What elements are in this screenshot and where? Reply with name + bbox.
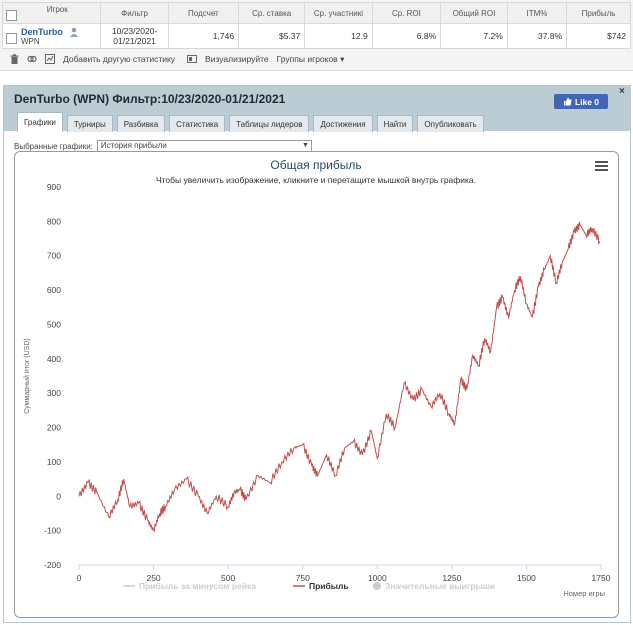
player-name-link[interactable]: DenTurbo xyxy=(21,26,63,37)
stats-section: Игрок Фильтр Подсчет Ср. ставка Ср. учас… xyxy=(0,0,633,71)
y-tick-label: 300 xyxy=(47,388,61,398)
header-itm[interactable]: ITM% xyxy=(506,2,568,24)
user-icon[interactable] xyxy=(69,27,79,37)
y-axis-label: Суммарный итог (USD) xyxy=(23,338,31,414)
count-cell: 1,746 xyxy=(167,23,240,49)
thumbs-up-icon xyxy=(563,97,572,106)
x-axis-label: Номер игры xyxy=(563,589,605,598)
profit-chart[interactable]: Общая прибыль Чтобы увеличить изображение… xyxy=(15,152,618,617)
y-tick-label: 700 xyxy=(47,251,61,261)
y-tick-label: 500 xyxy=(47,319,61,329)
stats-toolbar: Добавить другую статистику Визуализируйт… xyxy=(10,52,344,66)
x-tick-label: 1250 xyxy=(442,573,461,583)
tab-charts[interactable]: Графики xyxy=(17,112,63,132)
chart-title: Общая прибыль xyxy=(270,158,361,172)
menu-icon-bar xyxy=(595,169,608,171)
menu-icon-bar xyxy=(595,161,608,163)
legend-item-net-profit: Прибыль за минусом рейка xyxy=(139,581,256,591)
header-player[interactable]: Игрок xyxy=(1,2,102,24)
facebook-like-button[interactable]: Like 0 xyxy=(554,94,608,109)
legend-item-profit: Прибыль xyxy=(309,581,349,591)
player-network: WPN xyxy=(21,36,40,46)
tab-tournaments[interactable]: Турниры xyxy=(66,115,113,132)
x-tick-label: 500 xyxy=(221,573,235,583)
tab-statistics[interactable]: Статистика xyxy=(169,115,226,132)
tab-achievements[interactable]: Достижения xyxy=(313,115,373,132)
header-avg-stake[interactable]: Ср. ставка xyxy=(238,2,306,24)
avg-entrants-cell: 12.9 xyxy=(304,23,373,49)
y-tick-label: 600 xyxy=(47,285,61,295)
player-groups-button[interactable]: Группы игроков ▾ xyxy=(276,53,345,64)
header-count[interactable]: Подсчет xyxy=(167,2,240,24)
x-tick-label: 1500 xyxy=(517,573,536,583)
avg-roi-cell: 6.8% xyxy=(371,23,442,49)
stats-header-row: Игрок Фильтр Подсчет Ср. ставка Ср. учас… xyxy=(1,2,631,24)
y-tick-label: -100 xyxy=(44,526,61,536)
tab-find[interactable]: Найти xyxy=(376,115,414,132)
y-tick-label: 0 xyxy=(56,491,61,501)
close-icon[interactable]: × xyxy=(619,86,625,97)
x-tick-label: 1750 xyxy=(592,573,611,583)
legend-swatch xyxy=(373,582,381,590)
chart-select-label: Выбранные графики: xyxy=(14,141,93,151)
add-stat-icon xyxy=(45,54,55,64)
header-avg-entrants[interactable]: Ср. участникі xyxy=(304,2,373,24)
visualize-icon xyxy=(187,55,198,63)
y-tick-label: 100 xyxy=(47,457,61,467)
trash-icon[interactable] xyxy=(10,54,19,64)
avg-stake-cell: $5.37 xyxy=(238,23,306,49)
x-tick-label: 750 xyxy=(296,573,310,583)
tab-breakdown[interactable]: Разбивка xyxy=(116,115,166,132)
header-total-roi[interactable]: Общий ROI xyxy=(440,2,508,24)
add-stat-button[interactable]: Добавить другую статистику xyxy=(63,54,176,64)
y-tick-label: 200 xyxy=(47,423,61,433)
player-panel: DenTurbo (WPN) Фильтр:10/23/2020-01/21/2… xyxy=(3,85,631,623)
x-tick-label: 0 xyxy=(77,573,82,583)
panel-header: DenTurbo (WPN) Фильтр:10/23/2020-01/21/2… xyxy=(4,86,630,132)
y-tick-label: 900 xyxy=(47,182,61,192)
y-tick-label: 400 xyxy=(47,354,61,364)
legend-item-big-wins: Значительные выигрыши xyxy=(385,581,495,591)
chart-container: Общая прибыль Чтобы увеличить изображение… xyxy=(14,151,619,618)
profit-series-line[interactable] xyxy=(78,221,601,533)
menu-icon-bar xyxy=(595,165,608,167)
header-avg-roi[interactable]: Ср. ROI xyxy=(371,2,442,24)
x-tick-label: 250 xyxy=(146,573,160,583)
itm-cell: 37.8% xyxy=(506,23,568,49)
tab-leaderboards[interactable]: Таблицы лидеров xyxy=(229,115,310,132)
chevron-down-icon: ▼ xyxy=(301,142,309,149)
filter-cell: 10/23/2020-01/21/2021 xyxy=(100,23,169,49)
select-all-checkbox[interactable] xyxy=(6,10,17,21)
tab-publish[interactable]: Опубликовать xyxy=(417,115,484,132)
link-icon[interactable] xyxy=(27,54,37,64)
profit-cell: $742 xyxy=(566,23,631,49)
x-tick-label: 1000 xyxy=(368,573,387,583)
panel-title: DenTurbo (WPN) Фильтр:10/23/2020-01/21/2… xyxy=(14,92,286,106)
visualize-button[interactable]: Визуализируйте xyxy=(205,54,269,64)
header-profit[interactable]: Прибыль xyxy=(566,2,631,24)
total-roi-cell: 7.2% xyxy=(440,23,508,49)
panel-tabs: Графики Турниры Разбивка Статистика Табл… xyxy=(17,112,484,132)
menu-icon[interactable] xyxy=(595,161,608,171)
stats-table: Игрок Фильтр Подсчет Ср. ставка Ср. учас… xyxy=(1,2,631,49)
table-row: DenTurbo WPN 10/23/2020-01/21/2021 1,746… xyxy=(1,23,631,49)
y-tick-label: 800 xyxy=(47,216,61,226)
y-tick-label: -200 xyxy=(44,560,61,570)
row-checkbox[interactable] xyxy=(6,32,17,44)
player-cell: DenTurbo WPN xyxy=(1,23,102,49)
chart-subtitle: Чтобы увеличить изображение, кликните и … xyxy=(156,175,476,185)
header-filter[interactable]: Фильтр xyxy=(100,2,169,24)
caret-down-icon: ▾ xyxy=(340,53,345,64)
